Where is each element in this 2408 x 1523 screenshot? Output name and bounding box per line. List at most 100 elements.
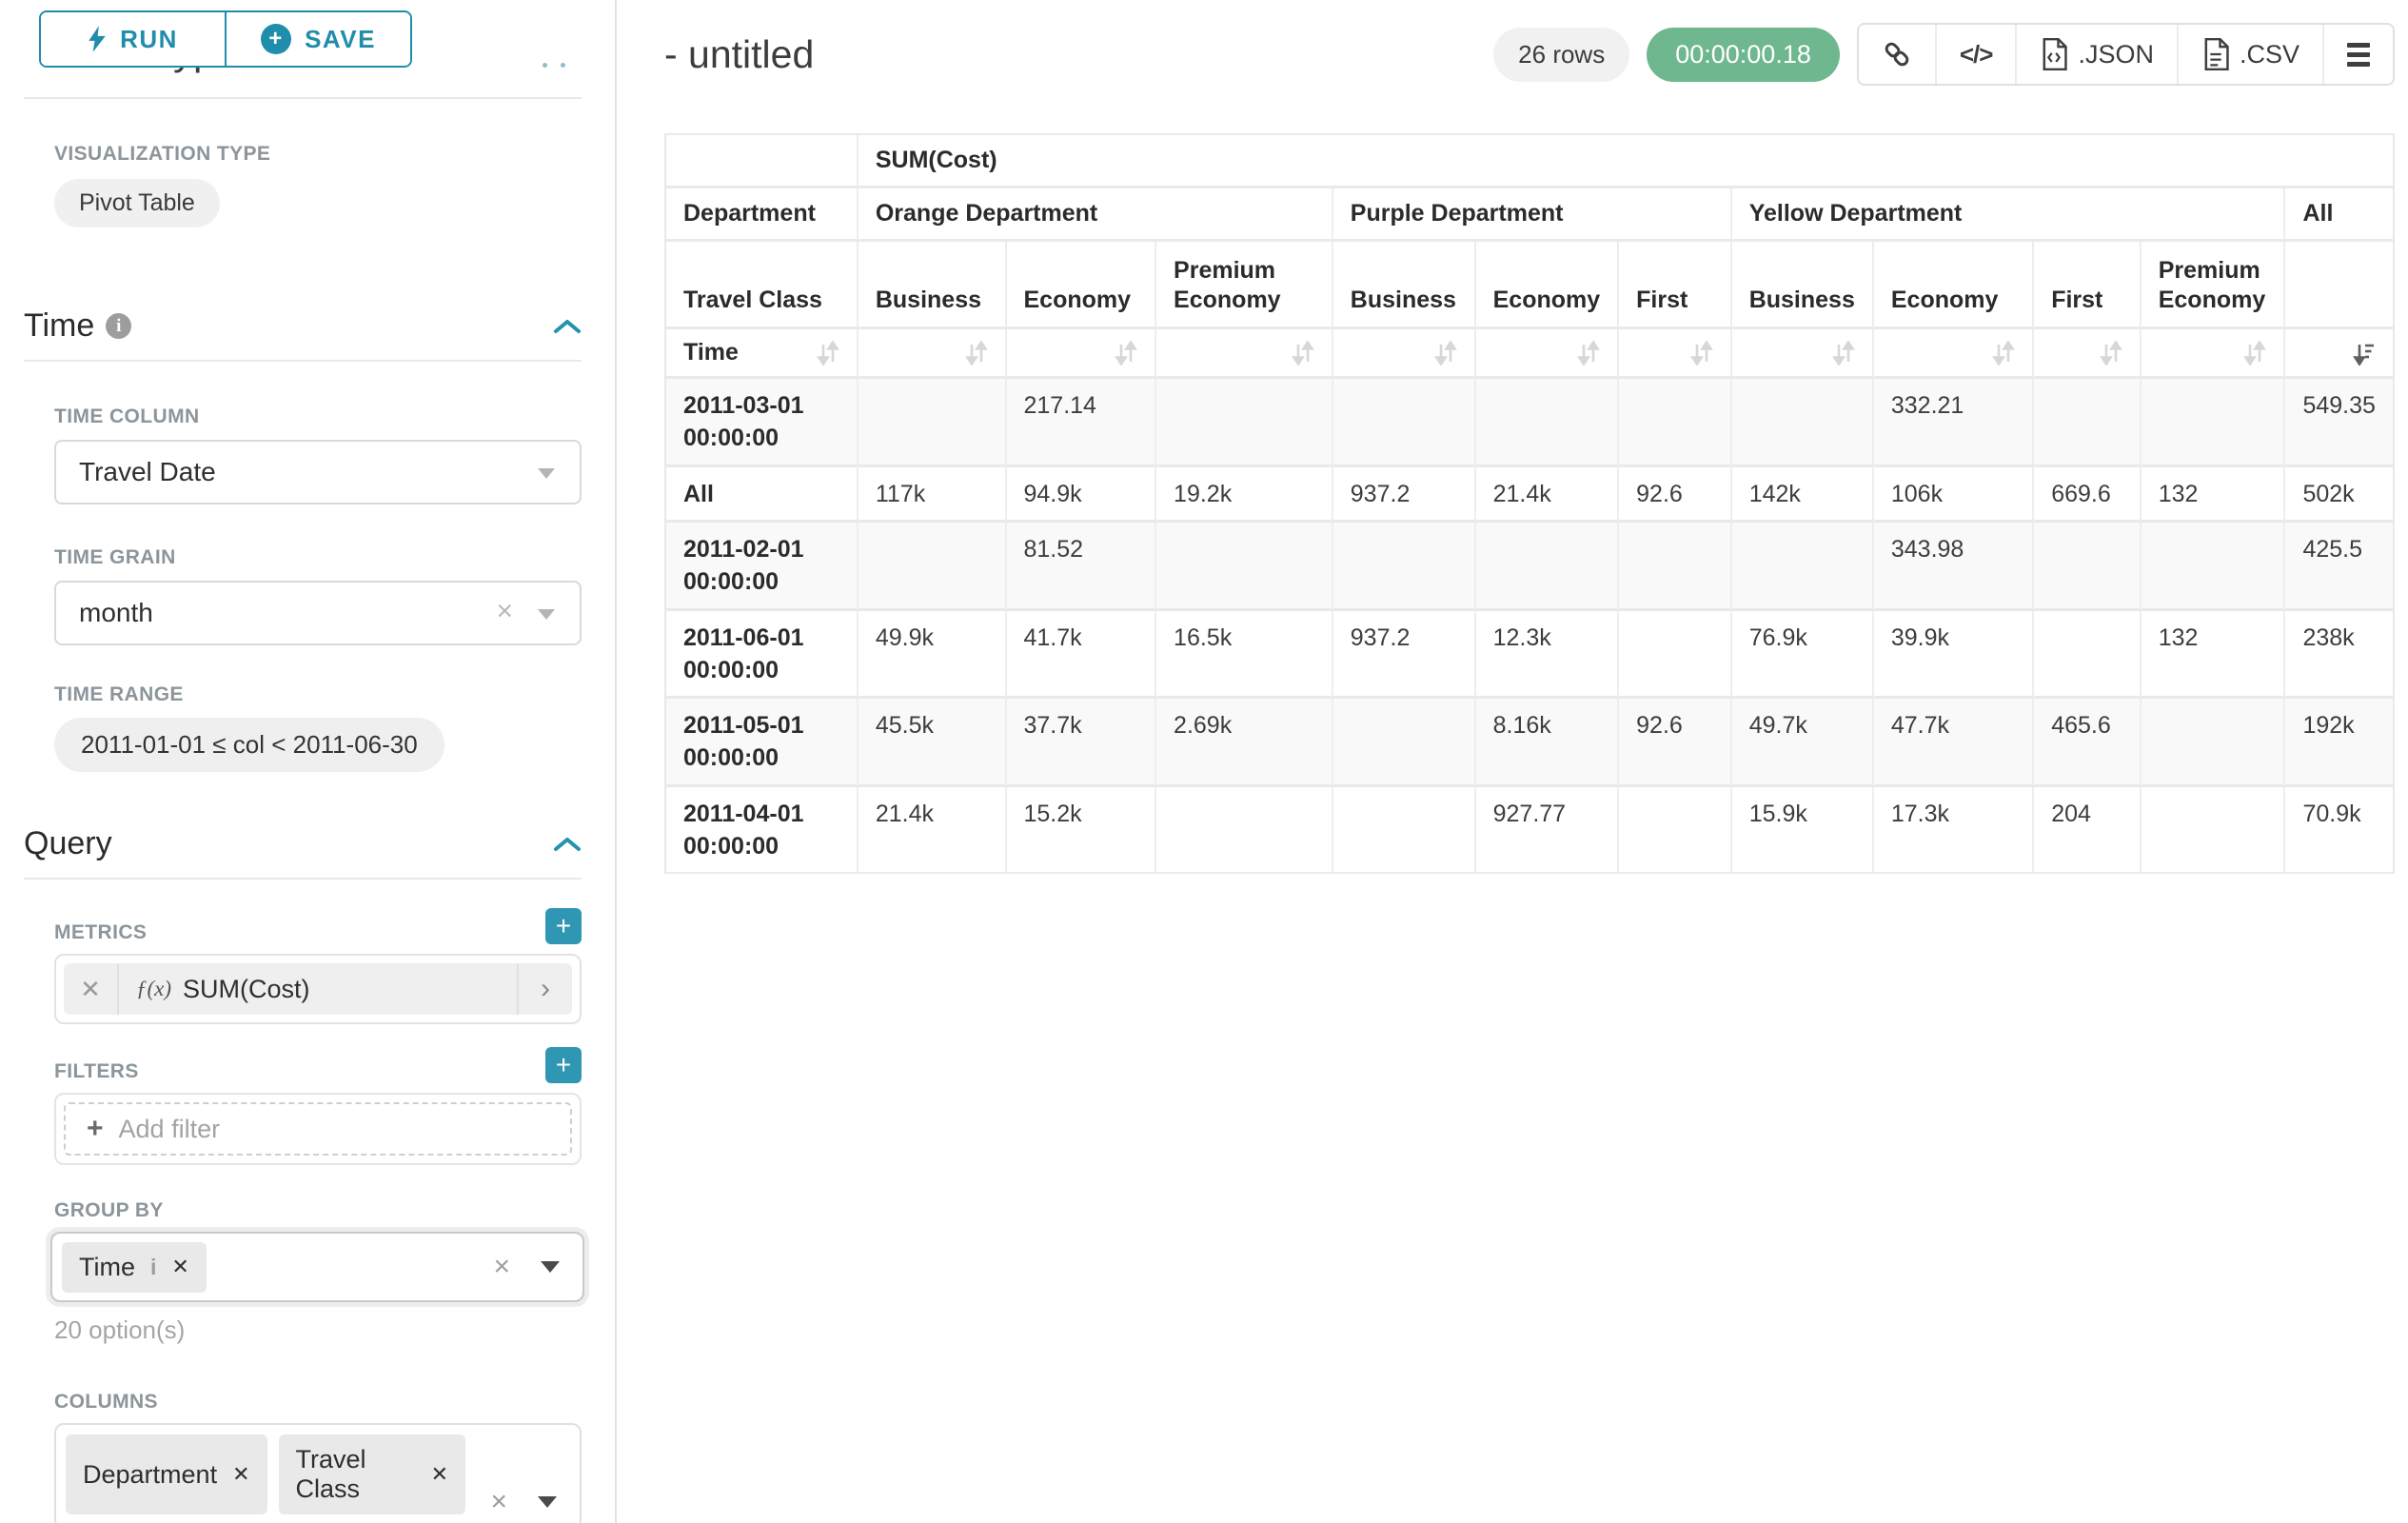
group-by-tags: Time i ✕ <box>62 1241 207 1293</box>
pivot-sort-cell[interactable] <box>1332 329 1476 379</box>
metric-pill[interactable]: ✕ ƒ(x) SUM(Cost) › <box>64 963 572 1015</box>
pivot-value-cell <box>1619 523 1732 611</box>
export-json-button[interactable]: .JSON <box>2015 25 2177 84</box>
group-by-select[interactable]: Time i ✕ × <box>50 1232 584 1302</box>
pivot-class-header: First <box>1619 242 1732 329</box>
group-by-label: GROUP BY <box>54 1199 164 1221</box>
tag-department[interactable]: Department ✕ <box>66 1434 267 1514</box>
chevron-down-icon[interactable] <box>541 1261 560 1273</box>
remove-metric-icon[interactable]: ✕ <box>64 963 119 1015</box>
pivot-sort-cell[interactable] <box>2285 329 2393 379</box>
filters-container: + Add filter <box>54 1093 582 1165</box>
time-grain-value: month <box>79 598 153 627</box>
pivot-class-label: Travel Class <box>666 242 859 329</box>
pivot-value-cell: 92.6 <box>1619 466 1732 524</box>
pivot-class-header: Business <box>858 242 1007 329</box>
embed-code-button[interactable]: </> <box>1934 25 2016 84</box>
chevron-down-icon <box>538 609 555 620</box>
sort-icon[interactable] <box>1577 340 1601 366</box>
clear-icon[interactable]: × <box>496 595 513 627</box>
plus-icon: + <box>87 1113 104 1144</box>
export-csv-button[interactable]: .CSV <box>2176 25 2322 84</box>
pivot-group-header: Orange Department <box>858 188 1333 242</box>
pivot-sort-cell[interactable] <box>2034 329 2142 379</box>
pivot-value-cell: 19.2k <box>1156 466 1333 524</box>
remove-tag-icon[interactable]: ✕ <box>171 1255 189 1278</box>
pivot-value-cell: 192k <box>2285 699 2393 787</box>
chevron-up-icon[interactable] <box>553 318 582 335</box>
sort-icon[interactable] <box>1992 340 2016 366</box>
pivot-class-row: Travel Class Business Economy Premium Econo… <box>666 242 2393 329</box>
sort-icon[interactable] <box>1689 340 1713 366</box>
sort-desc-active-icon[interactable] <box>2353 341 2376 366</box>
sort-icon[interactable] <box>1115 340 1137 366</box>
query-section-title: Query <box>24 825 112 861</box>
chart-header-row: - untitled 26 rows 00:00:00.18 </> .JSON <box>664 23 2395 86</box>
chevron-right-icon[interactable]: › <box>517 963 572 1015</box>
clear-icon[interactable]: × <box>490 1486 507 1517</box>
chart-title[interactable]: - untitled <box>664 31 815 76</box>
pivot-group-header: Yellow Department <box>1731 188 2286 242</box>
save-button[interactable]: + SAVE <box>225 12 410 66</box>
pivot-value-cell <box>2141 699 2286 787</box>
sort-icon[interactable] <box>1433 340 1457 366</box>
run-button[interactable]: RUN <box>41 12 225 66</box>
pivot-value-cell: 549.35 <box>2285 379 2393 467</box>
add-metric-button[interactable]: + <box>545 908 582 944</box>
panel-resize-handle[interactable] <box>543 63 565 68</box>
pivot-sort-cell[interactable] <box>2141 329 2286 379</box>
pivot-class-header <box>2285 242 2393 329</box>
chart-header-actions: 26 rows 00:00:00.18 </> .JSON . <box>1493 23 2395 86</box>
metrics-label: METRICS <box>54 921 148 943</box>
pivot-sort-cell[interactable] <box>1006 329 1157 379</box>
tag-time[interactable]: Time i ✕ <box>62 1241 207 1293</box>
clear-icon[interactable]: × <box>493 1251 510 1282</box>
pivot-row-label: 2011-03-01 00:00:00 <box>666 379 859 467</box>
pivot-sort-cell[interactable] <box>1475 329 1620 379</box>
sort-icon[interactable] <box>2099 340 2122 366</box>
pivot-value-cell: 76.9k <box>1731 610 1874 700</box>
pivot-sort-cell[interactable] <box>1619 329 1732 379</box>
plus-circle-icon: + <box>261 24 292 54</box>
remove-tag-icon[interactable]: ✕ <box>232 1462 250 1486</box>
menu-button[interactable] <box>2322 25 2393 84</box>
tag-travel-class[interactable]: Travel Class ✕ <box>278 1434 465 1514</box>
viz-type-label: VISUALIZATION TYPE <box>54 143 271 165</box>
add-filter-button[interactable]: + Add filter <box>64 1102 572 1156</box>
sort-icon[interactable] <box>2243 340 2267 366</box>
chevron-up-icon[interactable] <box>553 836 582 853</box>
pivot-value-cell <box>1475 523 1620 611</box>
pivot-value-cell <box>2141 786 2286 873</box>
pivot-sort-cell[interactable] <box>1731 329 1874 379</box>
pivot-value-cell: 21.4k <box>1475 466 1620 524</box>
viz-type-pill[interactable]: Pivot Table <box>54 179 220 227</box>
columns-select[interactable]: Department ✕ Travel Class ✕ × <box>54 1423 582 1523</box>
pivot-sort-cell[interactable] <box>1873 329 2035 379</box>
time-column-select[interactable]: Travel Date <box>54 440 582 504</box>
divider <box>24 97 582 99</box>
pivot-time-header[interactable]: Time <box>666 329 859 379</box>
sort-icon[interactable] <box>816 340 839 366</box>
pivot-value-cell <box>1332 699 1476 787</box>
share-link-button[interactable] <box>1858 25 1935 84</box>
remove-tag-icon[interactable]: ✕ <box>430 1462 448 1486</box>
pivot-value-cell: 425.5 <box>2285 523 2393 611</box>
sort-icon[interactable] <box>964 340 988 366</box>
divider <box>24 878 582 880</box>
pivot-value-cell: 937.2 <box>1332 466 1476 524</box>
pivot-class-header: Business <box>1332 242 1476 329</box>
pivot-sort-cell[interactable] <box>1156 329 1333 379</box>
pivot-value-cell: 49.9k <box>858 610 1007 700</box>
sort-icon[interactable] <box>1291 340 1314 366</box>
pivot-value-cell: 49.7k <box>1731 699 1874 787</box>
add-filter-label: Add filter <box>118 1114 221 1143</box>
table-row: All 117k 94.9k 19.2k 937.2 21.4k 92.6 142k 106k 6… <box>666 466 2393 524</box>
add-filter-plus-button[interactable]: + <box>545 1047 582 1083</box>
chevron-down-icon[interactable] <box>538 1496 557 1508</box>
metric-name: SUM(Cost) <box>183 974 310 1003</box>
pivot-sort-cell[interactable] <box>858 329 1007 379</box>
time-grain-select[interactable]: month × <box>54 581 582 645</box>
select-controls: × <box>490 1486 557 1518</box>
time-range-pill[interactable]: 2011-01-01 ≤ col < 2011-06-30 <box>54 718 444 772</box>
sort-icon[interactable] <box>1831 340 1855 366</box>
